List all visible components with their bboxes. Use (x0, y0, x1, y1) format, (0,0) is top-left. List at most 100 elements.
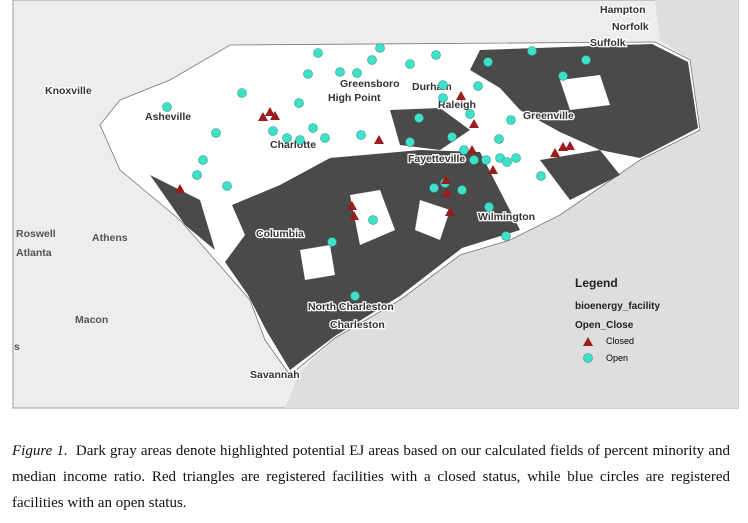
open-facility (295, 135, 305, 145)
city-label: Macon (75, 314, 108, 326)
city-label: Knoxville (45, 85, 92, 97)
open-facility (481, 155, 491, 165)
closed-facility (175, 184, 185, 193)
open-facility (502, 157, 512, 167)
city-label: Greensboro (340, 78, 400, 90)
open-facility (352, 68, 362, 78)
open-facility (459, 145, 469, 155)
city-label: Greenville (523, 110, 574, 122)
legend: Legend bioenergy_facility Open_Close Clo… (575, 276, 660, 363)
open-facility (350, 291, 360, 301)
open-facility (473, 81, 483, 91)
closed-facility (445, 207, 455, 216)
open-facility (375, 43, 385, 53)
open-facility (405, 59, 415, 69)
caption-label: Figure 1. (12, 443, 68, 459)
open-facility (294, 98, 304, 108)
closed-facility (374, 135, 384, 144)
closed-facility (565, 141, 575, 150)
open-facility (368, 215, 378, 225)
city-label: Asheville (145, 111, 191, 123)
open-facility (303, 69, 313, 79)
closed-facility (469, 119, 479, 128)
open-facility (198, 155, 208, 165)
open-facility (308, 123, 318, 133)
legend-closed-symbol (583, 337, 593, 346)
city-label: High Point (328, 92, 381, 104)
open-facility (268, 126, 278, 136)
caption: Figure 1. Dark gray areas denote highlig… (12, 438, 730, 516)
city-label: Columbia (256, 228, 304, 240)
city-label: Norfolk (612, 21, 649, 33)
open-facility (527, 46, 537, 56)
open-facility (438, 80, 448, 90)
open-facility (431, 50, 441, 60)
closed-facility (265, 107, 275, 116)
closed-facility (442, 188, 452, 197)
open-facility (429, 183, 439, 193)
open-facility (494, 134, 504, 144)
open-facility (282, 133, 292, 143)
caption-text: Dark gray areas denote highlighted poten… (12, 443, 731, 511)
open-facility (501, 231, 511, 241)
open-facility (483, 57, 493, 67)
closed-facility (467, 145, 477, 154)
city-label: North Charleston (308, 301, 394, 313)
city-label: Atlanta (16, 247, 52, 259)
open-facility (405, 137, 415, 147)
open-facility (438, 93, 448, 103)
open-facility (367, 55, 377, 65)
open-facility (511, 153, 521, 163)
city-label: Savannah (250, 369, 300, 381)
open-facility (162, 102, 172, 112)
city-label: Roswell (16, 228, 56, 240)
legend-layer: bioenergy_facility (575, 301, 660, 312)
closed-facility (441, 175, 451, 184)
legend-title: Legend (575, 276, 618, 290)
open-facility (447, 132, 457, 142)
closed-facility (488, 165, 498, 174)
city-label: Charlotte (270, 139, 316, 151)
open-facility (469, 155, 479, 165)
city-label: Fayetteville (408, 153, 465, 165)
open-facility (320, 133, 330, 143)
open-facility (192, 170, 202, 180)
city-label: Charleston (330, 319, 385, 331)
open-facility (222, 181, 232, 191)
city-labels: Hampton Norfolk Suffolk Knoxville Asheville G… (14, 3, 650, 383)
closed-facility (258, 112, 268, 121)
open-facility (581, 55, 591, 65)
ocean (285, 0, 738, 408)
closed-facility (349, 211, 359, 220)
city-label: Raleigh (438, 99, 476, 111)
closed-facility (558, 142, 568, 151)
open-facility (536, 171, 546, 181)
legend-item: Open (606, 353, 628, 363)
city-label: s (14, 341, 20, 353)
open-facility (335, 67, 345, 77)
open-facility (237, 88, 247, 98)
legend-field: Open_Close (575, 320, 634, 331)
city-label: Hampton (600, 4, 646, 16)
closed-facility (347, 201, 357, 210)
facilities (162, 43, 591, 301)
legend-open-symbol (583, 353, 593, 363)
open-facility (211, 128, 221, 138)
open-facility (356, 130, 366, 140)
open-facility (558, 71, 568, 81)
open-facility (457, 185, 467, 195)
city-label: Wilmington (478, 211, 535, 223)
open-facility (484, 202, 494, 212)
closed-facility (270, 111, 280, 120)
city-label: Athens (92, 232, 128, 244)
city-label: Suffolk (590, 37, 626, 49)
closed-facility (456, 91, 466, 100)
open-facility (506, 115, 516, 125)
open-facility (313, 48, 323, 58)
map: Hampton Norfolk Suffolk Knoxville Asheville G… (12, 0, 739, 409)
open-facility (414, 113, 424, 123)
legend-item: Closed (606, 336, 634, 346)
open-facility (327, 237, 337, 247)
closed-facility (550, 148, 560, 157)
